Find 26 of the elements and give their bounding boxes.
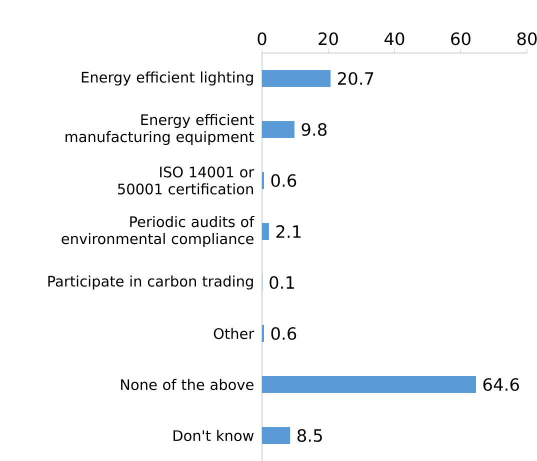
- x-tick-label: 20: [318, 32, 338, 46]
- x-tick-label: 60: [451, 32, 470, 46]
- y-tick-label: Periodic audits of environmental compliance: [62, 216, 254, 248]
- data-label: 64.6: [483, 378, 519, 391]
- y-tick-label: ISO 14001 or 50001 certification: [118, 166, 254, 194]
- y-tick-label: Participate in carbon trading: [48, 275, 253, 290]
- bar: [262, 121, 294, 138]
- x-tick-label: 80: [517, 32, 537, 46]
- bar: [262, 223, 269, 240]
- y-tick-label: Energy efficient manufacturing equipment: [66, 114, 254, 146]
- y-tick-label: Other: [214, 328, 254, 340]
- data-label: 8.5: [298, 429, 322, 442]
- y-tick-label: None of the above: [121, 378, 254, 390]
- data-label: 0.1: [270, 276, 294, 289]
- x-tick-label: 0: [258, 32, 266, 46]
- data-label: 20.7: [338, 72, 374, 85]
- x-tick-label: 40: [384, 32, 404, 46]
- data-label: 0.6: [271, 327, 296, 340]
- bar: [262, 70, 331, 87]
- bar: [262, 427, 290, 444]
- data-label: 0.6: [271, 174, 296, 187]
- y-tick-label: Don't know: [174, 430, 254, 442]
- bar: [262, 376, 476, 393]
- data-label: 9.8: [302, 123, 327, 136]
- y-tick-label: Energy efficient lighting: [82, 71, 253, 86]
- data-label: 2.1: [276, 225, 301, 238]
